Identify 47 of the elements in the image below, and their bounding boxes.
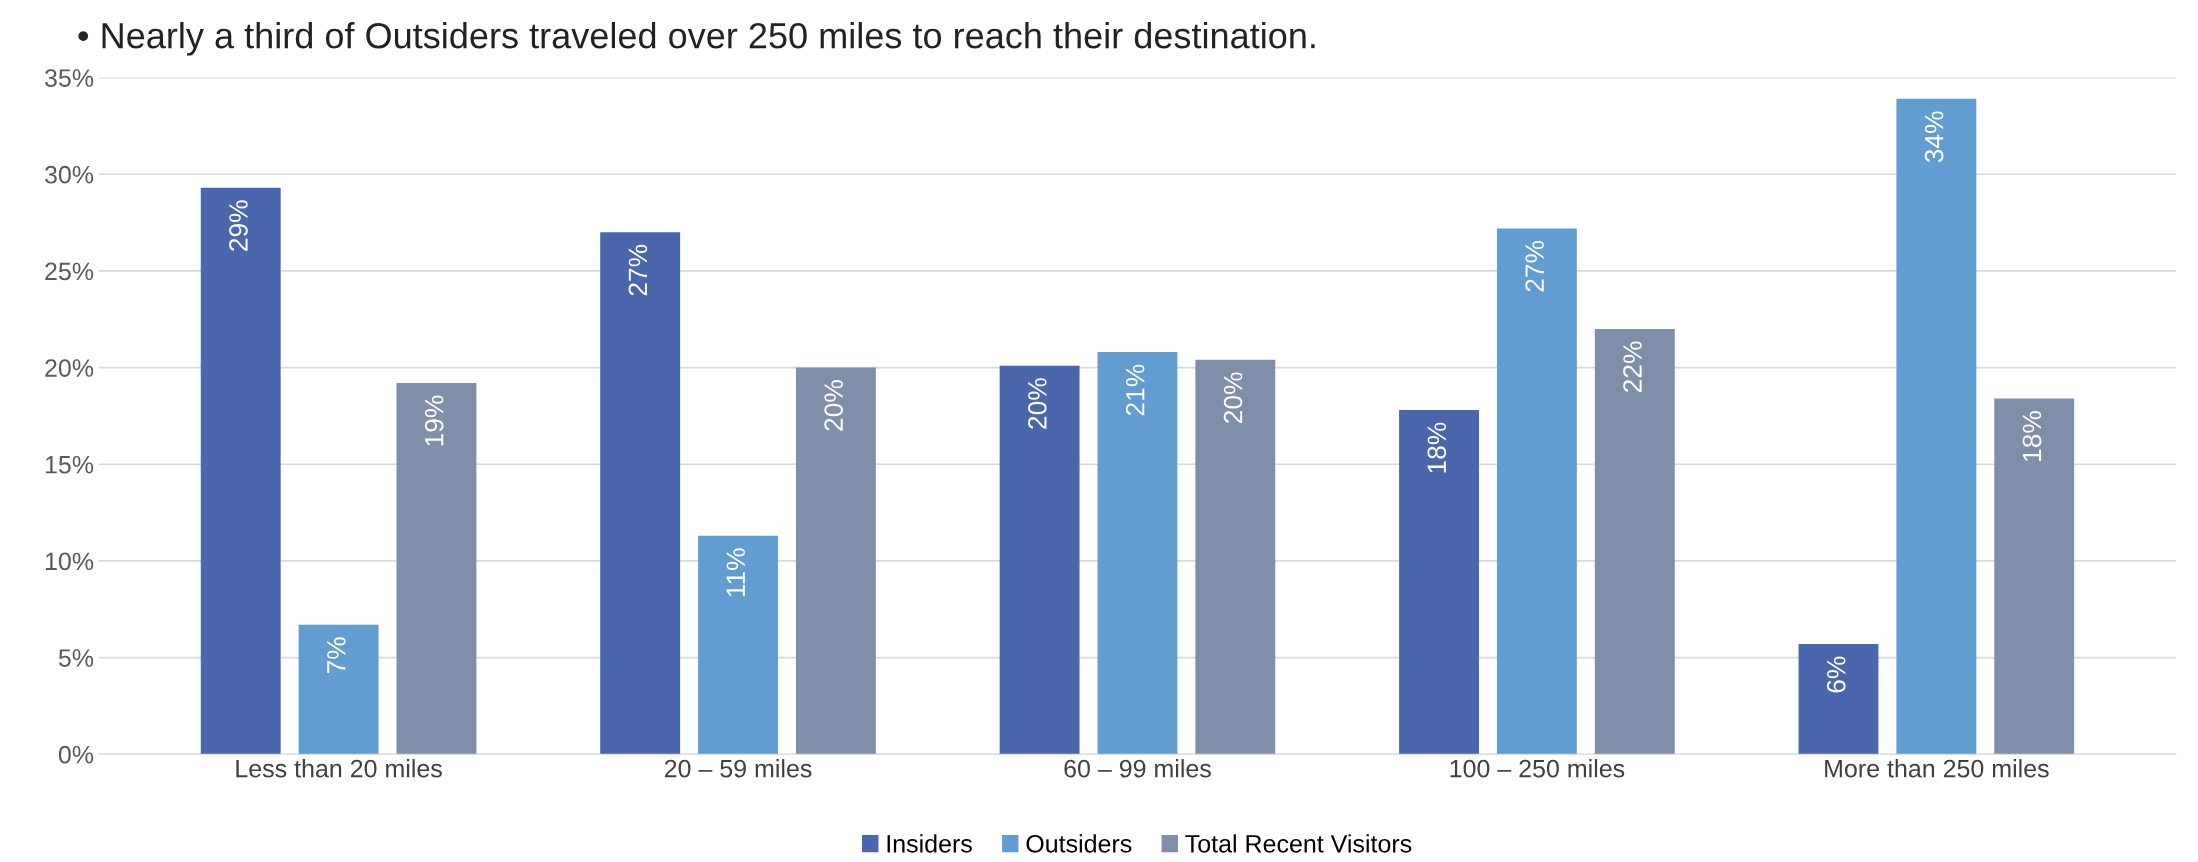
y-tick-label: 5% <box>58 649 94 667</box>
bar <box>1594 328 1675 755</box>
bar <box>1195 359 1276 755</box>
y-tick-label: 35% <box>44 69 94 87</box>
data-label: 20% <box>824 380 843 431</box>
bar <box>600 232 681 755</box>
x-tick-label: 60 – 99 miles <box>1064 759 1211 778</box>
data-label: 18% <box>2022 411 2042 461</box>
y-tick-label: 20% <box>45 359 94 377</box>
bar <box>999 365 1080 755</box>
bar <box>1399 410 1479 755</box>
legend-label: Insiders <box>887 834 972 853</box>
y-tick-label: 15% <box>45 455 94 474</box>
bar <box>298 624 379 755</box>
data-label: 27% <box>1525 240 1544 292</box>
y-tick-label: 10% <box>45 552 94 571</box>
data-label: 27% <box>628 244 648 296</box>
y-tick-label: 0% <box>58 745 94 764</box>
bar <box>795 367 876 755</box>
bar <box>698 535 778 755</box>
data-label: 19% <box>424 395 444 446</box>
x-tick-label: 100 – 250 miles <box>1450 759 1625 778</box>
data-label: 22% <box>1623 341 1642 392</box>
y-tick-label: 25% <box>45 262 94 281</box>
data-label: 21% <box>1125 364 1145 416</box>
data-label: 34% <box>1924 111 1944 163</box>
x-tick-label: More than 250 miles <box>1825 759 2049 778</box>
data-label: 6% <box>1826 656 1846 693</box>
data-label: 7% <box>327 637 346 674</box>
bar <box>396 383 477 755</box>
bar <box>1798 644 1879 755</box>
data-label: 11% <box>726 548 745 597</box>
data-label: 29% <box>229 200 248 251</box>
bar <box>200 187 281 755</box>
data-label: 20% <box>1028 378 1047 429</box>
x-tick-label: 20 – 59 miles <box>664 759 812 778</box>
y-tick-label: 30% <box>44 165 94 184</box>
legend-label: Outsiders <box>1026 834 1132 853</box>
data-label: 18% <box>1427 422 1447 473</box>
x-tick-label: Less than 20 miles <box>236 759 442 778</box>
bar <box>1896 98 1977 755</box>
bar <box>1994 398 2075 755</box>
chart-title: • Nearly a third of Outsiders traveled over 250 miles to reach their destination. <box>78 21 1315 56</box>
legend-label: Total Recent Visitors <box>1185 834 1412 853</box>
bar <box>1496 228 1577 755</box>
bar <box>1097 352 1178 755</box>
data-label: 20% <box>1223 372 1243 423</box>
